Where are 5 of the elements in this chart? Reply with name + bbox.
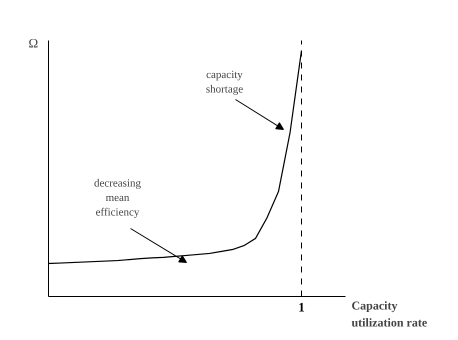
y-axis-title: Ω xyxy=(28,36,38,50)
text: 1 xyxy=(298,300,305,314)
annotation: decreasing mean efficiency xyxy=(94,178,142,218)
x-axis-title: Capacity utilization rate xyxy=(352,298,428,330)
annotation: capacity shortage xyxy=(206,69,244,96)
